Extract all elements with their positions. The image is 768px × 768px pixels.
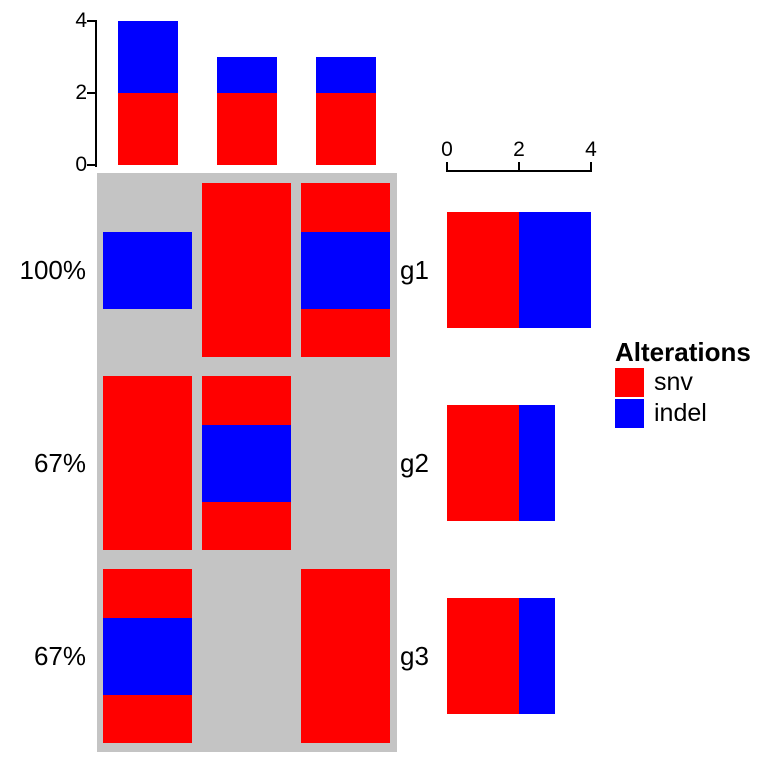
top-y-axis-tick-label: 0 (75, 153, 87, 176)
top-bar-segment-snv (315, 93, 376, 165)
top-y-axis-tick-label: 2 (75, 81, 87, 104)
top-bar-segment-indel (216, 57, 277, 93)
legend-item-label: snv (654, 368, 693, 396)
right-x-axis-tick (518, 162, 520, 170)
legend-swatch-indel (615, 399, 644, 428)
top-y-axis-tick (87, 20, 95, 22)
top-bar-segment-snv (117, 93, 178, 165)
top-bar-segment-indel (117, 21, 178, 93)
top-bar-segment-indel (315, 57, 376, 93)
top-y-axis-tick (87, 164, 95, 166)
matrix-cell-indel (103, 231, 192, 309)
row-pct-label: 67% (33, 448, 86, 478)
row-gene-label: g2 (400, 448, 429, 478)
right-bar-segment-snv (447, 212, 519, 328)
legend-item-label: indel (654, 399, 707, 427)
right-x-axis-tick (446, 162, 448, 170)
matrix-cell-snv (202, 183, 291, 357)
top-y-axis-tick-label: 4 (75, 9, 87, 32)
row-gene-label: g1 (400, 255, 429, 285)
right-x-axis-tick-label: 4 (585, 138, 597, 161)
right-bar-segment-indel (519, 405, 555, 521)
matrix-cell-indel (103, 617, 192, 695)
row-gene-label: g3 (400, 641, 429, 671)
top-y-axis-tick (87, 92, 95, 94)
right-bar-segment-snv (447, 405, 519, 521)
matrix-cell-indel (301, 231, 390, 309)
matrix-cell-indel (202, 424, 291, 502)
right-x-axis-tick (590, 162, 592, 170)
right-x-axis-tick-label: 2 (513, 138, 525, 161)
legend-title: Alterations (615, 337, 751, 367)
right-x-axis-line (446, 170, 592, 172)
right-bar-segment-indel (519, 212, 591, 328)
matrix-cell-snv (301, 569, 390, 743)
right-bar-segment-indel (519, 598, 555, 714)
right-x-axis-tick-label: 0 (441, 138, 453, 161)
row-pct-label: 100% (19, 255, 87, 285)
top-bar-segment-snv (216, 93, 277, 165)
matrix-cell-snv (103, 376, 192, 550)
legend-swatch-snv (615, 368, 644, 397)
right-bar-segment-snv (447, 598, 519, 714)
top-y-axis-line (95, 20, 97, 167)
row-pct-label: 67% (33, 641, 86, 671)
